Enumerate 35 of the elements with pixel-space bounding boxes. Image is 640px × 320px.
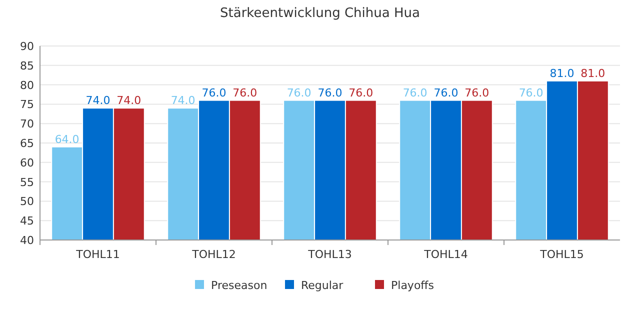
data-label: 81.0	[550, 66, 574, 80]
data-label: 64.0	[54, 132, 80, 146]
data-label: 74.0	[86, 94, 110, 108]
y-tick-label: 80	[20, 78, 34, 92]
data-label: 76.0	[318, 86, 342, 100]
x-tick-label: TOHL12	[191, 248, 236, 261]
data-label: 76.0	[402, 86, 428, 100]
data-label: 81.0	[580, 66, 606, 80]
y-tick-label: 85	[20, 59, 34, 72]
x-tick-label: TOHL14	[423, 248, 468, 261]
x-tick-label: TOHL13	[307, 248, 352, 261]
data-label: 76.0	[434, 86, 458, 100]
legend-label: Playoffs	[391, 279, 434, 292]
x-tick-label: TOHL15	[539, 248, 584, 261]
data-label: 76.0	[232, 86, 258, 100]
y-tick-label: 45	[20, 214, 34, 228]
y-tick-label: 65	[20, 137, 34, 150]
legend-label: Regular	[301, 279, 344, 292]
chart-title: Stärkeentwicklung Chihua Hua	[220, 6, 420, 21]
data-label: 74.0	[170, 94, 196, 108]
data-label: 74.0	[116, 94, 142, 108]
data-label: 76.0	[464, 86, 490, 100]
y-tick-label: 75	[20, 98, 34, 112]
x-tick-label: TOHL11	[75, 248, 120, 261]
y-tick-label: 55	[20, 176, 34, 189]
y-tick-label: 90	[20, 40, 34, 53]
legend-label: Preseason	[211, 279, 268, 292]
y-tick-label: 40	[20, 234, 34, 247]
y-tick-label: 70	[20, 118, 34, 131]
data-label: 76.0	[202, 86, 226, 100]
y-tick-label: 60	[20, 156, 34, 170]
y-tick-label: 50	[20, 195, 34, 208]
data-label: 76.0	[518, 86, 544, 100]
data-label: 76.0	[286, 86, 312, 100]
data-label: 76.0	[348, 86, 374, 100]
